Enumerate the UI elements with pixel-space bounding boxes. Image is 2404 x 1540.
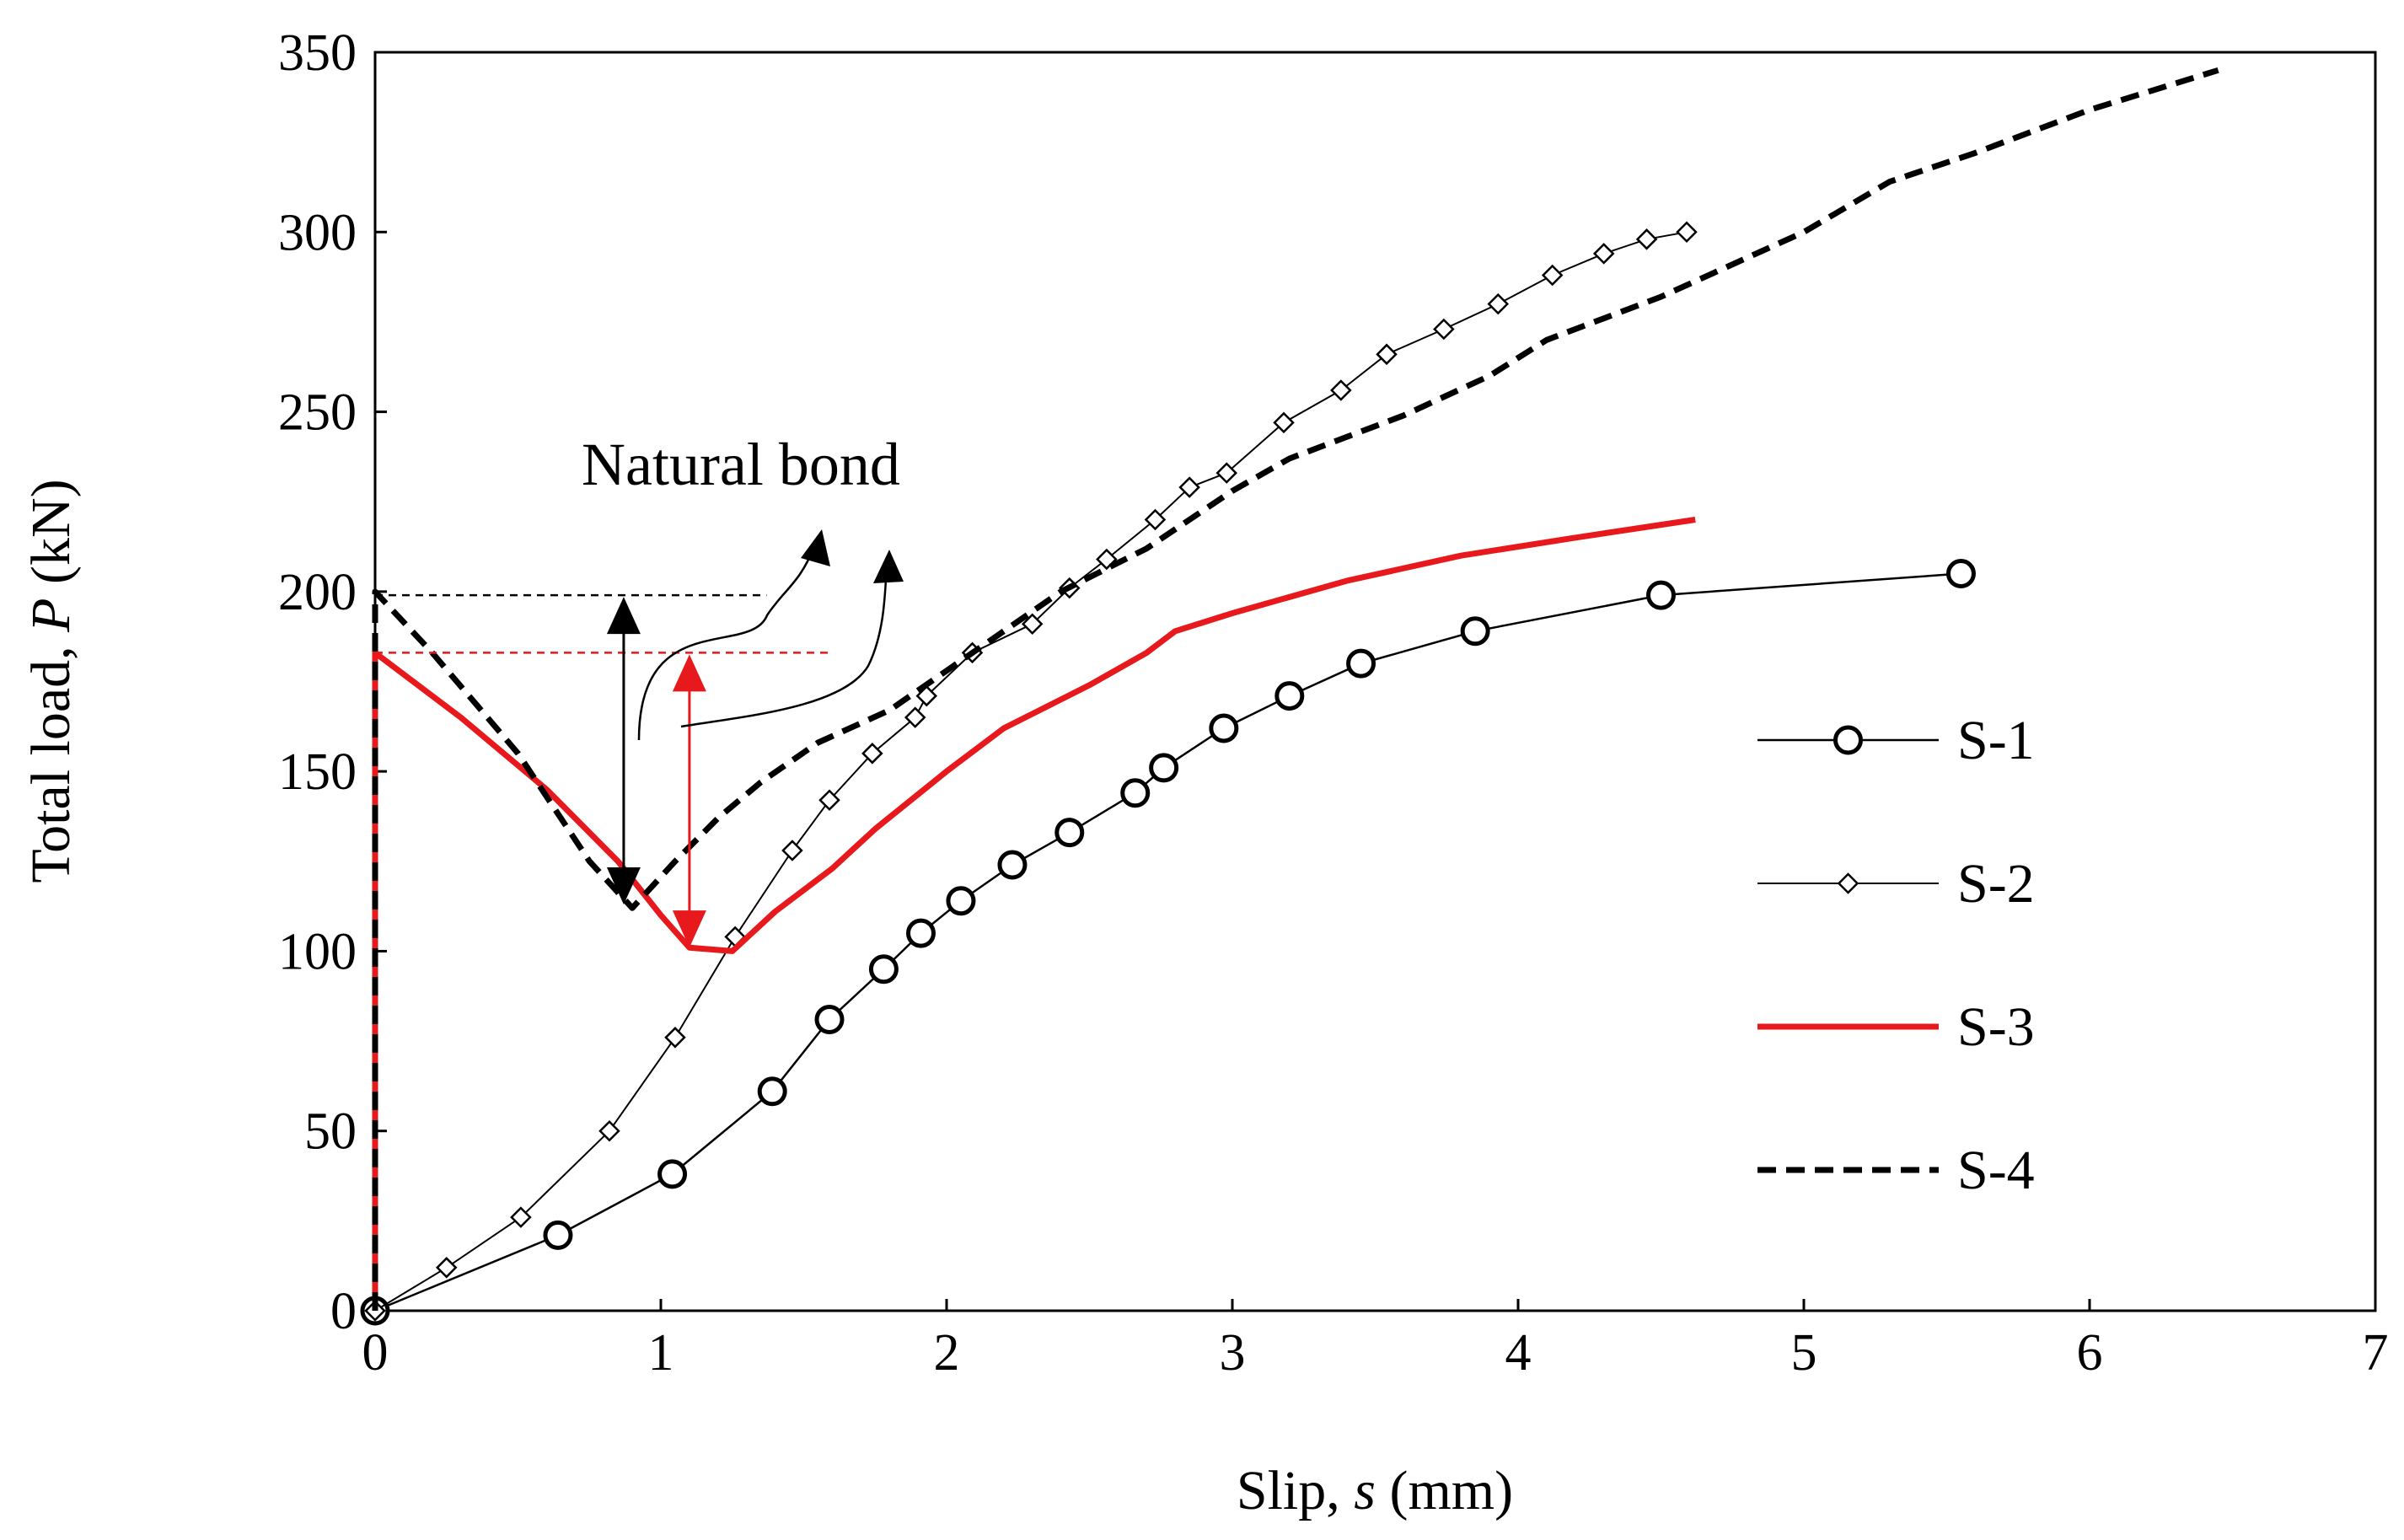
leader-arrowhead-2 [873,550,904,583]
data-point-s-1 [759,1079,785,1104]
y-tick-label: 300 [278,204,357,261]
axis-titles: Slip, s (mm) Total load, P (kN) [20,479,1513,1521]
x-tick-label: 7 [2363,1324,2389,1382]
x-axis-title: Slip, s (mm) [1237,1460,1513,1521]
data-point-s-1 [1649,582,1674,608]
data-point-s-2 [1435,319,1453,338]
legend-label-s-2: S-2 [1957,853,2035,915]
y-tick-label: 100 [278,923,357,980]
chart-canvas: 0 50 100 150 200 250 300 350 0 1 2 3 4 5 6 7 Natural b… [0,0,2404,1540]
black-arrowhead-top [607,597,641,634]
data-point-s-2 [666,1028,684,1047]
legend-item-s-2 [1757,874,1939,893]
x-tick-label: 2 [934,1324,960,1382]
series-layer [362,70,2219,1323]
natural-bond-label: Natural bond [582,431,900,498]
data-point-s-1 [1211,716,1237,741]
legend-marker-s-2 [1839,874,1858,893]
series-s-2 [366,223,1696,1320]
data-point-s-1 [1349,651,1374,676]
data-point-s-2 [783,841,802,860]
series-line-s-1 [375,574,1961,1312]
data-point-s-2 [1489,295,1507,314]
legend: S-1 S-2 S-3 S-4 [1757,710,2035,1201]
x-tick-label: 1 [648,1324,674,1382]
data-point-s-1 [1000,852,1025,877]
natural-bond-annotation: Natural bond [375,431,904,947]
x-tick-label: 6 [2077,1324,2103,1382]
legend-item-s-1 [1757,727,1939,753]
data-point-s-1 [871,957,896,982]
data-point-s-2 [1543,266,1562,284]
y-tick-label: 250 [278,384,357,442]
y-tick-label: 350 [278,24,357,82]
series-line-s-2 [375,232,1687,1311]
data-point-s-1 [948,888,974,914]
series-s-3 [375,520,1695,1312]
leader-curve-1 [639,548,813,740]
series-s-1 [362,561,1973,1323]
data-point-s-1 [1123,781,1148,806]
data-point-s-1 [1948,561,1973,587]
leader-arrowhead-1 [801,529,830,566]
legend-label-s-4: S-4 [1957,1140,2035,1201]
data-point-s-2 [1595,244,1613,263]
data-point-s-1 [908,920,933,946]
series-line-s-3 [375,520,1695,1312]
data-point-s-2 [1377,345,1396,363]
x-tick-label: 4 [1505,1324,1532,1382]
data-point-s-2 [1332,381,1350,400]
data-point-s-1 [1462,619,1488,644]
data-point-s-1 [545,1222,571,1248]
data-point-s-1 [1057,820,1082,845]
legend-label-s-1: S-1 [1957,710,2035,771]
data-point-s-2 [1677,223,1696,241]
leader-curve-2 [681,565,887,727]
data-point-s-1 [1277,684,1302,709]
legend-marker-s-1 [1836,727,1861,753]
x-tick-label: 0 [362,1324,389,1382]
y-axis: 0 50 100 150 200 250 300 350 [278,24,387,1340]
x-tick-label: 3 [1220,1324,1246,1382]
data-point-s-1 [817,1006,842,1032]
data-point-s-2 [1638,230,1656,249]
data-point-s-1 [1151,755,1177,781]
y-tick-label: 50 [304,1103,357,1161]
data-point-s-1 [660,1162,685,1187]
y-tick-label: 0 [330,1283,357,1340]
legend-label-s-3: S-3 [1957,996,2035,1058]
x-tick-label: 5 [1791,1324,1817,1382]
y-tick-label: 200 [278,564,357,621]
red-arrowhead-bottom [673,910,706,947]
y-tick-label: 150 [278,743,357,801]
plot-area [375,52,2375,1311]
y-axis-title: Total load, P (kN) [20,479,82,883]
plot-border [375,52,2375,1311]
red-arrowhead-top [673,654,706,691]
data-point-s-2 [437,1258,456,1277]
